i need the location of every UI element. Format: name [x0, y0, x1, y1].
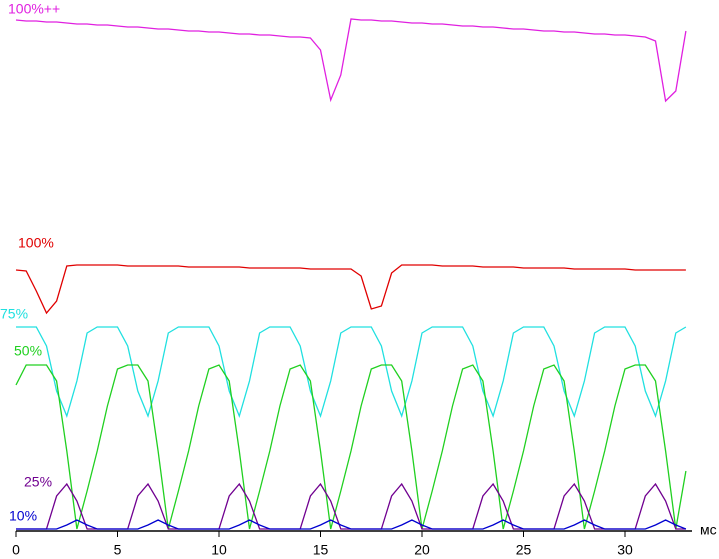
series-line	[16, 482, 686, 530]
x-tick-label: 20	[414, 542, 430, 558]
series-label: 10%	[9, 508, 37, 524]
series-line	[16, 519, 687, 530]
x-tick-label: 5	[114, 542, 122, 558]
series-label: 75%	[0, 306, 28, 322]
x-tick-label: 15	[313, 542, 329, 558]
series-label: 100%	[18, 235, 54, 251]
series-label: 100%++	[8, 1, 60, 17]
x-tick-label: 30	[617, 542, 633, 558]
series-line	[15, 18, 687, 103]
series-line	[15, 264, 686, 315]
series-line	[15, 364, 687, 530]
series-label: 25%	[24, 474, 52, 490]
x-tick-label: 10	[211, 542, 227, 558]
x-tick-label: 25	[516, 542, 532, 558]
x-axis-label: мс	[700, 522, 717, 538]
series-label: 50%	[14, 343, 42, 359]
series-line	[16, 326, 687, 418]
x-tick-label: 0	[12, 542, 20, 558]
